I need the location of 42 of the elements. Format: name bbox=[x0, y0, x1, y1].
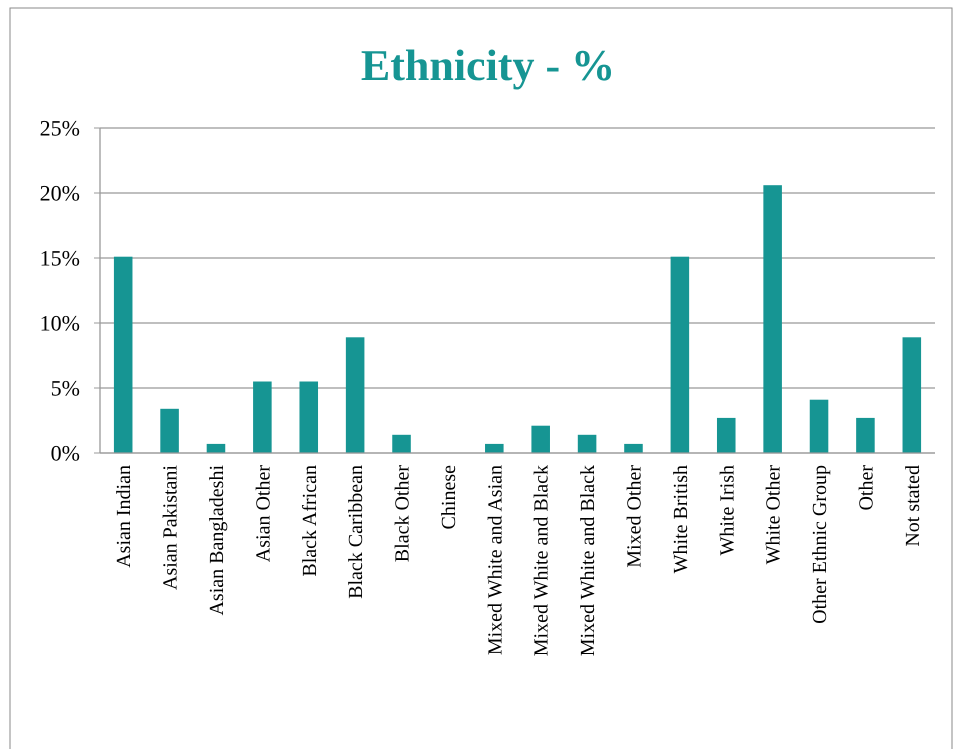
bar bbox=[578, 434, 596, 453]
x-tick-label: White Irish bbox=[716, 465, 738, 556]
chart-title: Ethnicity - % bbox=[360, 41, 616, 90]
y-tick-label: 10% bbox=[40, 310, 80, 336]
bar bbox=[856, 418, 875, 453]
x-tick-label: Black African bbox=[298, 465, 321, 577]
x-tick-label: Mixed White and Black bbox=[577, 465, 600, 656]
y-tick-label: 5% bbox=[50, 376, 80, 401]
x-tick-label: White British bbox=[670, 465, 692, 574]
bar bbox=[716, 418, 736, 453]
x-tick-label: Chinese bbox=[438, 464, 460, 530]
x-tick-label: White Other bbox=[762, 464, 785, 564]
x-tick-label: Not stated bbox=[902, 465, 924, 547]
bar bbox=[531, 426, 550, 453]
bar bbox=[346, 337, 364, 453]
x-tick-label: Other bbox=[855, 464, 878, 511]
x-tick-label: Asian Pakistani bbox=[160, 464, 182, 590]
x-tick-label: Other Ethnic Group bbox=[809, 465, 832, 624]
y-tick-label: 15% bbox=[40, 246, 80, 271]
y-tick-label: 0% bbox=[50, 440, 80, 466]
bar bbox=[810, 400, 828, 453]
bar bbox=[485, 444, 504, 453]
x-tick-label: Asian Indian bbox=[113, 465, 136, 568]
x-tick-label: Black Caribbean bbox=[345, 465, 368, 599]
bar bbox=[206, 444, 226, 453]
bar bbox=[763, 185, 782, 453]
bar bbox=[299, 382, 318, 453]
bar bbox=[902, 337, 922, 453]
x-tick-label: Asian Other bbox=[252, 464, 274, 562]
x-tick-label: Mixed White and Black bbox=[530, 465, 553, 656]
y-tick-label: 20% bbox=[40, 180, 80, 206]
bar bbox=[253, 382, 272, 453]
y-tick-label: 25% bbox=[40, 116, 80, 141]
bar bbox=[114, 256, 132, 453]
bar bbox=[624, 444, 643, 453]
x-tick-label: Mixed Other bbox=[623, 464, 646, 568]
x-tick-label: Black Other bbox=[392, 464, 414, 562]
bar bbox=[670, 256, 690, 453]
x-tick-label: Mixed White and Asian bbox=[484, 465, 506, 656]
x-tick-label: Asian Bangladeshi bbox=[206, 464, 228, 616]
bar bbox=[160, 408, 179, 453]
bar bbox=[392, 434, 411, 453]
